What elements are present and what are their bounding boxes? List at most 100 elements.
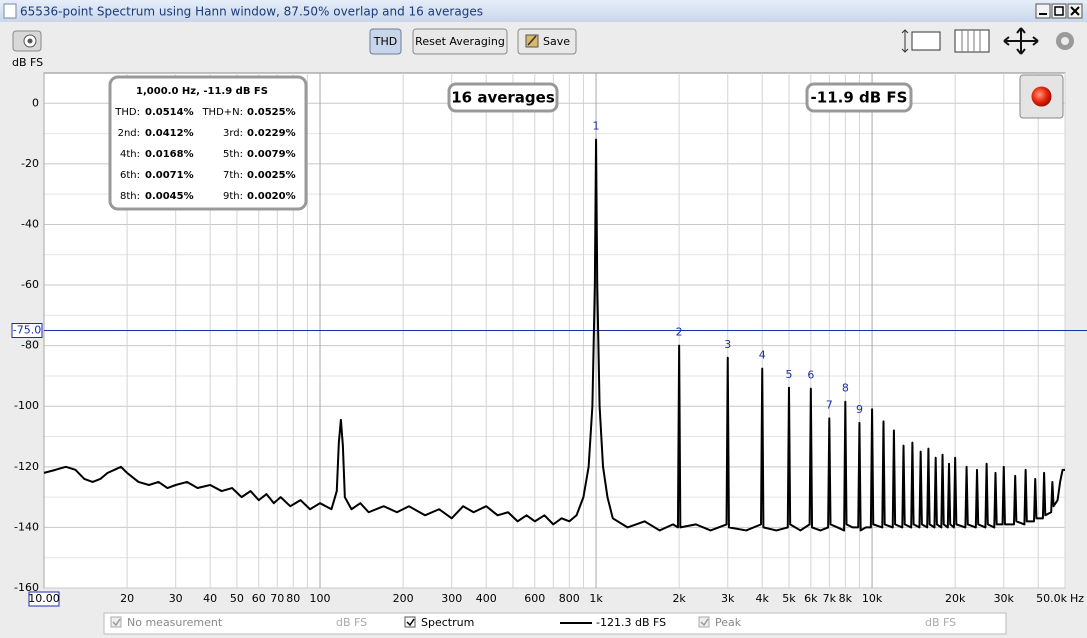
x-tick-label: 200 xyxy=(393,592,414,605)
x-tick-label: 8k xyxy=(839,592,853,605)
harmonic-label: 1 xyxy=(593,120,600,133)
x-tick-label: 2k xyxy=(672,592,686,605)
x-tick-label: 100 xyxy=(310,592,331,605)
averages-box xyxy=(447,82,559,113)
reset-averaging-button[interactable]: Reset Averaging xyxy=(412,28,508,55)
x-tick-label: 1k xyxy=(589,592,603,605)
x-tick-label: 60 xyxy=(252,592,266,605)
info-value: 0.0525% xyxy=(247,107,296,118)
legend-unit: dB FS xyxy=(336,616,367,629)
info-label: 7th: xyxy=(223,170,243,181)
x-tick-label: 10.00 xyxy=(28,592,60,605)
legend-peak[interactable]: Peak dB FS xyxy=(698,616,956,629)
level: -11.9 dB FS xyxy=(811,89,908,107)
x-tick-label: 70 xyxy=(270,592,284,605)
info-label: 8th: xyxy=(120,191,140,202)
y-tick-label: -100 xyxy=(14,399,39,412)
legend-spectrum[interactable]: Spectrum -121.3 dB FS xyxy=(404,616,666,629)
info-label: 6th: xyxy=(120,170,140,181)
legend-bar xyxy=(103,612,1007,635)
window-controls[interactable] xyxy=(1035,3,1083,19)
info-label: 4th: xyxy=(120,149,140,160)
info-header: 1,000.0 Hz, -11.9 dB FS xyxy=(136,86,268,97)
camera-button[interactable] xyxy=(12,30,42,52)
info-value: 0.0514% xyxy=(145,107,194,118)
overlay: 1,000.0 Hz, -11.9 dB FS 16 averages -11.… xyxy=(108,74,1064,211)
x-tick-label: 30k xyxy=(994,592,1015,605)
info-label: 3rd: xyxy=(223,128,243,139)
level-box xyxy=(805,82,913,113)
harmonic-label: 8 xyxy=(842,382,849,395)
y-tick-label: -40 xyxy=(21,217,39,230)
info-value: 0.0020% xyxy=(247,191,296,202)
x-tick-label: 300 xyxy=(441,592,462,605)
cursor-box xyxy=(11,323,43,338)
y-tick-label: -160 xyxy=(14,581,39,594)
info-value: 0.0071% xyxy=(145,170,194,181)
y-tick-label: -80 xyxy=(21,339,39,352)
harmonic-label: 2 xyxy=(676,326,683,339)
info-value: 0.0229% xyxy=(247,128,296,139)
button-label: Reset Averaging xyxy=(415,35,505,48)
x-tick-label: 40 xyxy=(203,592,217,605)
x-tick-label: 50 xyxy=(230,592,244,605)
y-tick-label: -140 xyxy=(14,520,39,533)
harmonic-label: 3 xyxy=(724,338,731,351)
info-label: 2nd: xyxy=(118,128,140,139)
x-tick-label: 30 xyxy=(169,592,183,605)
legend-label: Peak xyxy=(715,616,742,629)
info-label: THD+N: xyxy=(201,107,243,118)
x-cursor-box xyxy=(28,591,60,607)
x-tick-label: 5k xyxy=(782,592,796,605)
x-tick-label: 20 xyxy=(120,592,134,605)
harmonic-label: 4 xyxy=(759,349,766,362)
thd-button[interactable]: THD xyxy=(369,28,402,55)
x-tick-label: 800 xyxy=(559,592,580,605)
x-tick-label: 80 xyxy=(286,592,300,605)
x-tick-label: 20k xyxy=(945,592,966,605)
save-button[interactable]: Save xyxy=(517,28,577,55)
cursor-label: -75.0 xyxy=(13,324,41,337)
button-label: Save xyxy=(543,35,570,48)
x-tick-label: 7k xyxy=(823,592,837,605)
info-value: 0.0079% xyxy=(247,149,296,160)
plot: 1 2 3 4 5 6 789 xyxy=(43,120,1065,532)
x-unit: Hz xyxy=(1070,592,1084,605)
x-tick-label: 400 xyxy=(476,592,497,605)
spectrum-line xyxy=(43,138,1065,532)
info-value: 0.0025% xyxy=(247,170,296,181)
info-label: 5th: xyxy=(223,149,243,160)
x-tick-label: 6k xyxy=(804,592,818,605)
harmonic-label: 7 xyxy=(826,398,833,411)
minimize[interactable] xyxy=(1035,3,1051,19)
info-label: THD: xyxy=(114,107,140,118)
record-button[interactable] xyxy=(1019,74,1064,119)
y-tick-label: -20 xyxy=(21,157,39,170)
button-label: THD xyxy=(373,35,397,48)
x-tick-label: 4k xyxy=(756,592,770,605)
info-value: 0.0412% xyxy=(145,128,194,139)
window-title: 65536-point Spectrum using Hann window, … xyxy=(20,5,483,19)
y-tick-label: 0 xyxy=(32,96,39,109)
info-label: 9th: xyxy=(223,191,243,202)
title-bar xyxy=(0,0,1087,22)
legend-unit: dB FS xyxy=(925,616,956,629)
view-buttons[interactable] xyxy=(901,27,1074,55)
app-icon xyxy=(3,3,17,19)
x-tick-label: 50.0k xyxy=(1036,592,1067,605)
legend-label: No measurement xyxy=(127,616,223,629)
harmonic-label: 6 xyxy=(807,369,814,382)
harmonic-label: 9 xyxy=(856,403,863,416)
maximize[interactable] xyxy=(1051,3,1067,19)
legend-no-measurement[interactable]: No measurement dB FS xyxy=(110,616,367,629)
x-tick-label: 600 xyxy=(524,592,545,605)
x-tick-label: 10k xyxy=(862,592,883,605)
averages: 16 averages xyxy=(451,89,555,107)
info-box xyxy=(108,75,308,211)
y-tick-label: -120 xyxy=(14,460,39,473)
harmonic-label: 5 xyxy=(785,368,792,381)
x-tick-label: 3k xyxy=(721,592,735,605)
info-value: 0.0045% xyxy=(145,191,194,202)
